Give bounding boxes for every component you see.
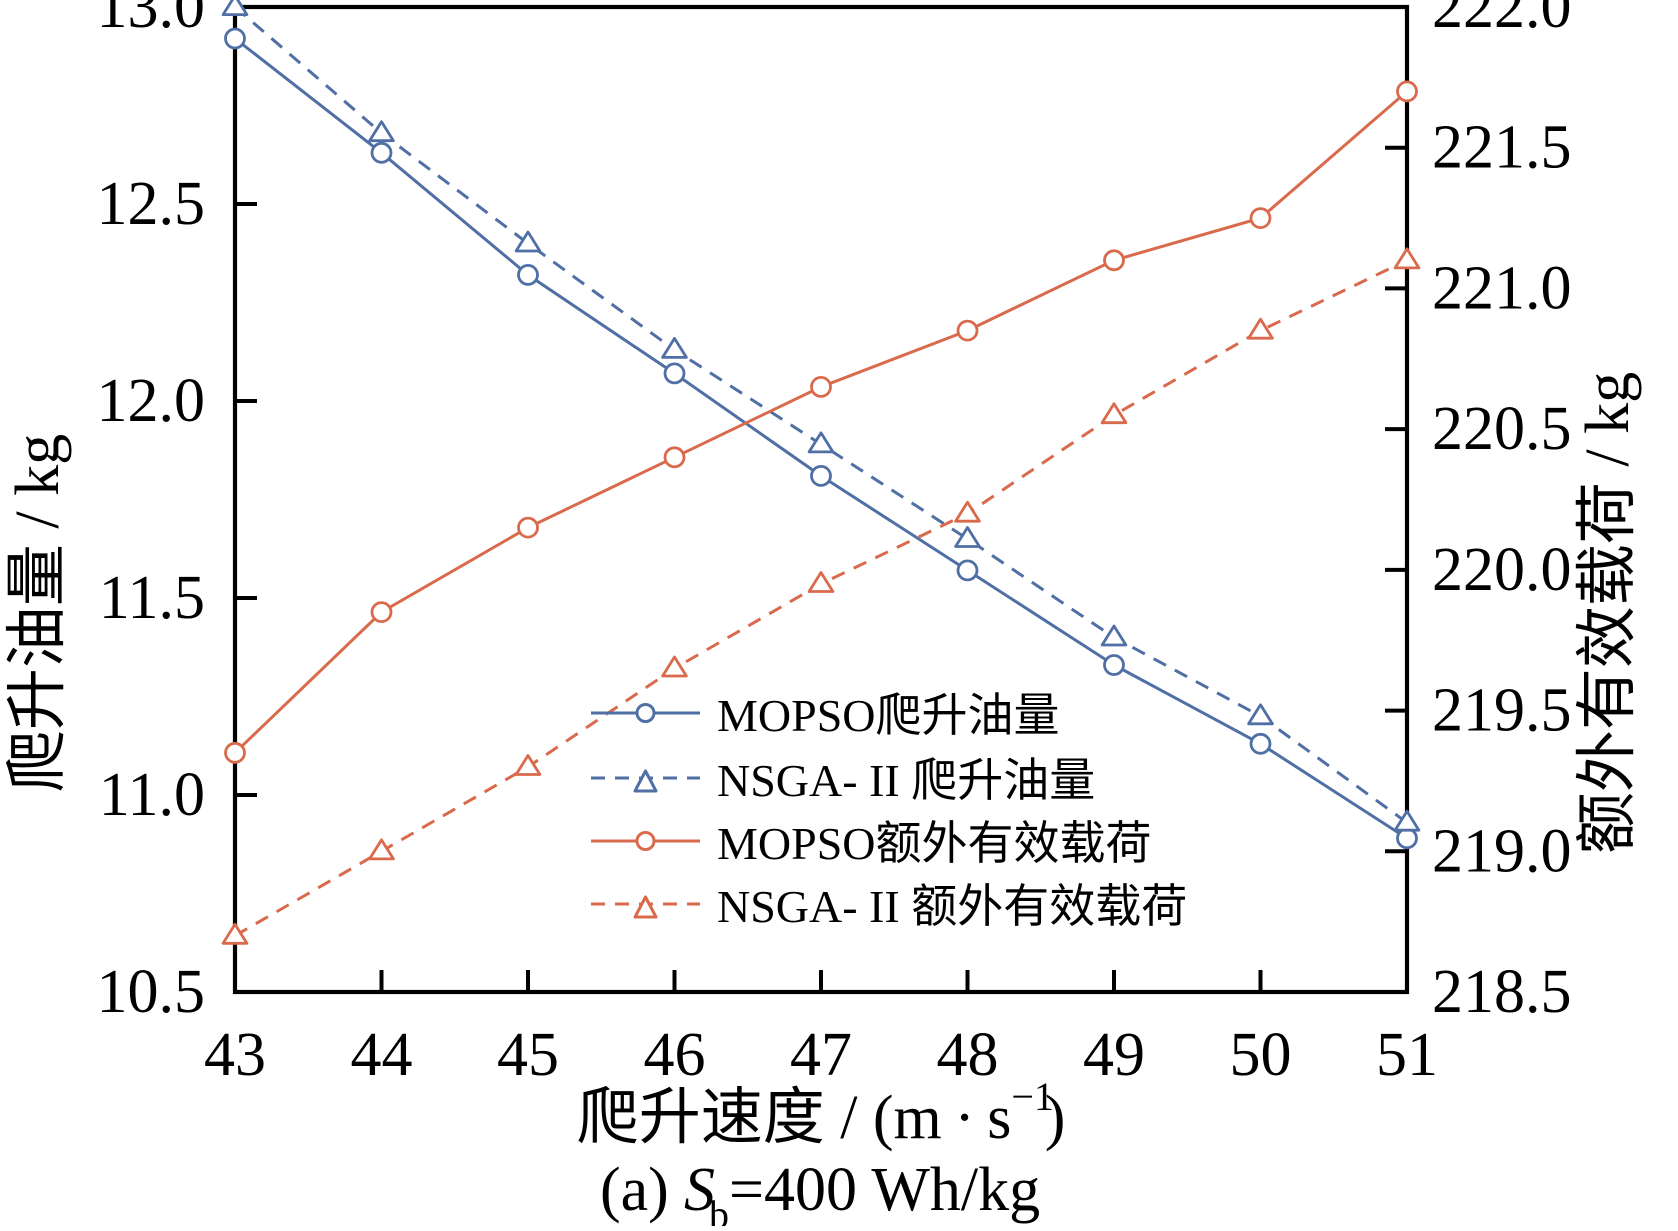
- svg-text:爬升油量 / kg: 爬升油量 / kg: [4, 434, 72, 792]
- svg-text:219.0: 219.0: [1432, 817, 1572, 885]
- svg-text:爬升速度 / (m · s: 爬升速度 / (m · s: [577, 1084, 1012, 1152]
- svg-text:221.5: 221.5: [1432, 114, 1572, 182]
- svg-text:218.5: 218.5: [1432, 958, 1572, 1026]
- svg-text:=400 Wh/kg: =400 Wh/kg: [729, 1156, 1040, 1224]
- svg-text:51: 51: [1376, 1021, 1438, 1089]
- svg-text:13.0: 13.0: [97, 0, 206, 41]
- svg-text:221.0: 221.0: [1432, 254, 1572, 322]
- svg-text:44: 44: [351, 1021, 413, 1089]
- svg-text:49: 49: [1083, 1021, 1145, 1089]
- svg-text:NSGA- II 额外有效载荷: NSGA- II 额外有效载荷: [717, 881, 1187, 932]
- svg-text:220.5: 220.5: [1432, 395, 1572, 463]
- svg-text:MOPSO爬升油量: MOPSO爬升油量: [717, 690, 1060, 741]
- svg-text:12.0: 12.0: [97, 367, 206, 435]
- svg-text:MOPSO额外有效载荷: MOPSO额外有效载荷: [717, 818, 1152, 869]
- svg-text:222.0: 222.0: [1432, 0, 1572, 41]
- svg-text:48: 48: [937, 1021, 999, 1089]
- svg-text:43: 43: [204, 1021, 266, 1089]
- svg-text:12.5: 12.5: [97, 170, 206, 238]
- svg-text:220.0: 220.0: [1432, 536, 1572, 604]
- svg-text:): ): [1045, 1084, 1066, 1152]
- svg-text:45: 45: [497, 1021, 559, 1089]
- svg-text:47: 47: [790, 1021, 852, 1089]
- svg-text:11.0: 11.0: [99, 761, 205, 829]
- svg-text:46: 46: [644, 1021, 706, 1089]
- svg-text:219.5: 219.5: [1432, 677, 1572, 745]
- svg-text:(a): (a): [600, 1156, 669, 1224]
- svg-text:50: 50: [1230, 1021, 1292, 1089]
- svg-text:NSGA- II 爬升油量: NSGA- II 爬升油量: [717, 755, 1095, 806]
- svg-text:11.5: 11.5: [99, 564, 205, 632]
- svg-text:b: b: [709, 1192, 729, 1226]
- svg-text:10.5: 10.5: [97, 958, 206, 1026]
- svg-text:额外有效载荷 / kg: 额外有效载荷 / kg: [1574, 372, 1642, 854]
